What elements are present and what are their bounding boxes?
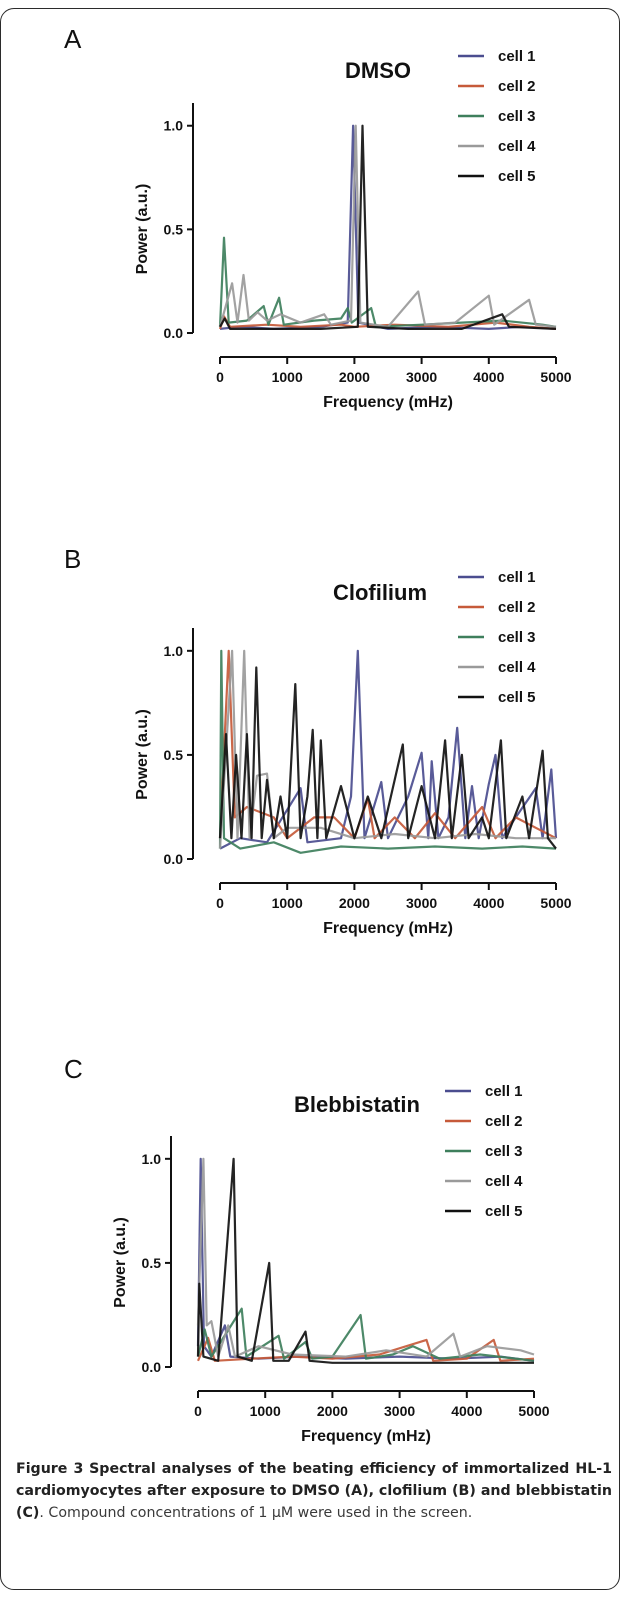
legend-label: cell 3 bbox=[498, 108, 536, 125]
x-tick-label: 3000 bbox=[406, 369, 437, 385]
y-axis-label: Power (a.u.) bbox=[134, 184, 151, 275]
y-tick-label: 1.0 bbox=[164, 643, 184, 659]
chart-title: DMSO bbox=[345, 58, 411, 83]
legend-label: cell 2 bbox=[485, 1113, 523, 1130]
panel-label-c: C bbox=[64, 1054, 83, 1084]
x-tick-label: 5000 bbox=[518, 1403, 549, 1419]
legend-label: cell 4 bbox=[485, 1173, 523, 1190]
x-tick-label: 5000 bbox=[540, 895, 571, 911]
series-line-cell-3 bbox=[196, 1307, 535, 1362]
series-line-cell-4 bbox=[196, 1157, 535, 1358]
x-tick-label: 0 bbox=[216, 895, 224, 911]
chart-panel-a-dmso: 0.0 0.5 1.0 0 1000 2000 3000 4000 5000 Frequency … bbox=[134, 48, 572, 411]
legend-label: cell 1 bbox=[485, 1083, 523, 1100]
series-line-cell-1 bbox=[196, 1157, 535, 1362]
x-tick-label: 3000 bbox=[406, 895, 437, 911]
x-axis-label: Frequency (mHz) bbox=[323, 920, 453, 937]
figure-frame bbox=[0, 8, 620, 1590]
series-line-cell-5 bbox=[196, 1157, 534, 1364]
legend-label: cell 2 bbox=[498, 78, 536, 95]
x-tick-label: 0 bbox=[216, 369, 224, 385]
legend-label: cell 5 bbox=[498, 689, 536, 706]
figure-caption: Figure 3 Spectral analyses of the beatin… bbox=[16, 1458, 612, 1524]
x-tick-label: 2000 bbox=[317, 1403, 348, 1419]
x-tick-label: 4000 bbox=[451, 1403, 482, 1419]
legend-label: cell 1 bbox=[498, 569, 536, 586]
chart-panel-c-blebbistatin: 0.0 0.5 1.0 0 1000 2000 3000 4000 5000 Frequency … bbox=[112, 1083, 550, 1445]
legend-label: cell 3 bbox=[485, 1143, 523, 1160]
legend-label: cell 4 bbox=[498, 659, 536, 676]
panel-label-b: B bbox=[64, 544, 82, 574]
x-tick-label: 1000 bbox=[250, 1403, 281, 1419]
x-tick-label: 4000 bbox=[473, 895, 504, 911]
x-tick-label: 0 bbox=[194, 1403, 202, 1419]
legend-label: cell 1 bbox=[498, 48, 536, 65]
caption-label: Figure 3 bbox=[16, 1461, 84, 1477]
series-line-cell-4 bbox=[218, 124, 557, 328]
chart-title: Clofilium bbox=[333, 580, 427, 605]
legend-label: cell 5 bbox=[485, 1203, 523, 1220]
legend-label: cell 4 bbox=[498, 138, 536, 155]
series-line-cell-5 bbox=[219, 124, 557, 330]
caption-plain-text: . Compound concentrations of 1 μM were u… bbox=[39, 1505, 473, 1521]
x-tick-label: 4000 bbox=[473, 369, 504, 385]
chart-title: Blebbistatin bbox=[294, 1092, 420, 1117]
x-tick-label: 5000 bbox=[540, 369, 571, 385]
y-axis-label: Power (a.u.) bbox=[112, 1217, 129, 1308]
x-tick-label: 1000 bbox=[272, 895, 303, 911]
series-line-cell-3 bbox=[218, 236, 557, 328]
panel-label-a: A bbox=[64, 24, 82, 54]
legend-label: cell 2 bbox=[498, 599, 536, 616]
y-tick-label: 0.5 bbox=[164, 747, 184, 763]
caption-bold-text: Spectral analyses of the beating efficie… bbox=[16, 1461, 612, 1521]
y-tick-label: 0.5 bbox=[164, 221, 184, 237]
x-axis-label: Frequency (mHz) bbox=[323, 394, 453, 411]
legend-label: cell 3 bbox=[498, 629, 536, 646]
y-tick-label: 0.5 bbox=[142, 1255, 162, 1271]
y-axis-label: Power (a.u.) bbox=[134, 709, 151, 800]
y-tick-label: 0.0 bbox=[164, 851, 184, 867]
series-line-cell-4 bbox=[218, 649, 556, 849]
y-tick-label: 0.0 bbox=[164, 325, 184, 341]
y-tick-label: 0.0 bbox=[142, 1359, 162, 1375]
chart-panel-b-clofilium: 0.0 0.5 1.0 0 1000 2000 3000 4000 5000 Frequency … bbox=[134, 569, 572, 937]
x-tick-label: 3000 bbox=[384, 1403, 415, 1419]
y-tick-label: 1.0 bbox=[142, 1151, 162, 1167]
x-tick-label: 2000 bbox=[339, 895, 370, 911]
y-tick-label: 1.0 bbox=[164, 118, 184, 134]
legend-label: cell 5 bbox=[498, 168, 536, 185]
series-line-cell-5 bbox=[218, 666, 557, 850]
x-axis-label: Frequency (mHz) bbox=[301, 1428, 431, 1445]
x-tick-label: 1000 bbox=[272, 369, 303, 385]
x-tick-label: 2000 bbox=[339, 369, 370, 385]
